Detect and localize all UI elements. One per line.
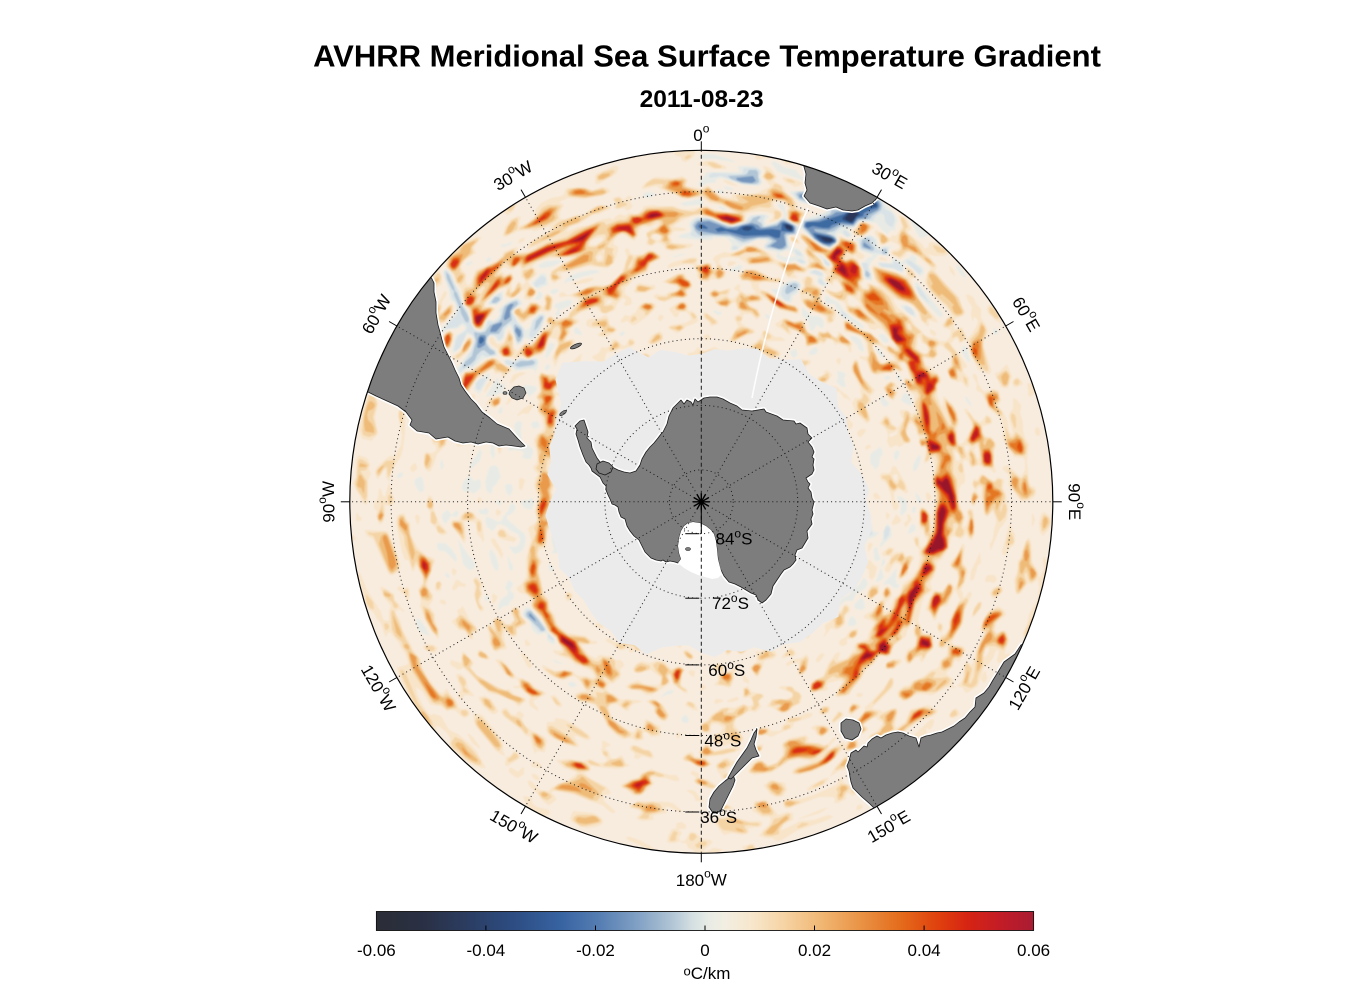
svg-text:90oE: 90oE: [1064, 483, 1087, 520]
svg-text:90oW: 90oW: [315, 481, 338, 523]
svg-text:0.06: 0.06: [1017, 941, 1050, 960]
svg-text:0.02: 0.02: [798, 941, 831, 960]
svg-text:84oS: 84oS: [716, 527, 753, 549]
svg-text:oC/km: oC/km: [684, 964, 731, 984]
svg-text:180oW: 180oW: [676, 866, 727, 889]
svg-text:72oS: 72oS: [712, 591, 749, 613]
svg-text:36oS: 36oS: [700, 805, 737, 827]
svg-text:2011-08-23: 2011-08-23: [640, 86, 764, 113]
svg-text:-0.04: -0.04: [467, 941, 506, 960]
svg-text:48oS: 48oS: [704, 729, 741, 751]
svg-text:-0.06: -0.06: [357, 941, 396, 960]
svg-text:60oS: 60oS: [708, 658, 745, 680]
svg-text:0.04: 0.04: [908, 941, 941, 960]
svg-text:-0.02: -0.02: [576, 941, 615, 960]
svg-text:0: 0: [700, 941, 709, 960]
svg-text:AVHRR Meridional Sea Surface T: AVHRR Meridional Sea Surface Temperature…: [313, 39, 1101, 74]
